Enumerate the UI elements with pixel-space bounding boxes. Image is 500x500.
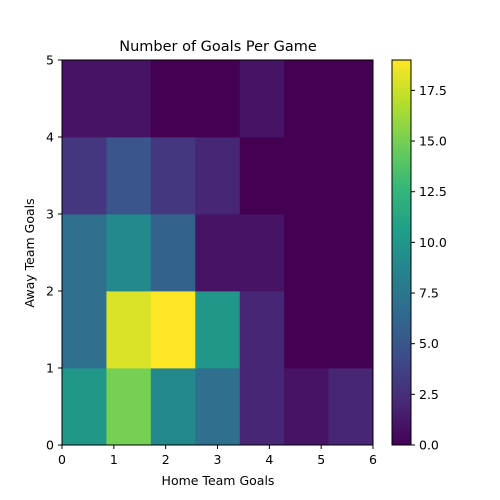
y-tick-label: 0: [46, 438, 54, 453]
heatmap-cell: [150, 368, 196, 446]
heatmap-cell: [284, 291, 329, 369]
heatmap-cell: [150, 214, 196, 292]
x-tick-label: 5: [317, 452, 325, 467]
y-tick-label: 5: [46, 53, 54, 68]
heatmap-cell: [106, 368, 152, 446]
y-tick-label: 3: [46, 207, 54, 222]
x-tick-label: 3: [214, 452, 222, 467]
heatmap-cell: [106, 60, 152, 138]
x-tick-label: 0: [58, 452, 66, 467]
heatmap-cell: [195, 60, 241, 138]
heatmap-cell: [150, 60, 196, 138]
heatmap-cell: [284, 368, 329, 446]
colorbar-tick-label: 0.0: [419, 438, 439, 453]
chart-title: Number of Goals Per Game: [119, 39, 317, 55]
heatmap-cell: [328, 137, 374, 215]
heatmap-cell: [106, 214, 152, 292]
heatmap-cell: [62, 214, 107, 292]
colorbar-tick-label: 12.5: [419, 184, 447, 199]
x-tick-label: 1: [110, 452, 118, 467]
y-tick-label: 4: [46, 130, 54, 145]
x-axis: 0 1 2 3 4 5 6: [58, 445, 377, 467]
heatmap-cell: [195, 291, 241, 369]
heatmap-cell: [328, 368, 374, 446]
colorbar-tick-label: 17.5: [419, 83, 447, 98]
colorbar-tick-label: 7.5: [419, 286, 439, 301]
colorbar-tick-label: 2.5: [419, 387, 439, 402]
colorbar-tick-label: 10.0: [419, 235, 447, 250]
heatmap-cell: [239, 368, 285, 446]
colorbar: [391, 59, 412, 446]
heatmap-cell: [239, 214, 285, 292]
heatmap-cell: [195, 214, 241, 292]
y-tick-label: 1: [46, 361, 54, 376]
x-axis-label: Home Team Goals: [162, 473, 275, 488]
heatmap-cell: [150, 137, 196, 215]
heatmap-cell: [62, 368, 107, 446]
heatmap-cell: [195, 137, 241, 215]
heatmap-cell: [284, 137, 329, 215]
heatmap-cell: [284, 60, 329, 138]
y-axis-label: Away Team Goals: [22, 198, 37, 307]
heatmap-cell: [62, 60, 107, 138]
heatmap-cell: [62, 137, 107, 215]
heatmap-cell: [106, 291, 152, 369]
x-tick-label: 2: [162, 452, 170, 467]
y-tick-label: 2: [46, 284, 54, 299]
colorbar-tick-label: 15.0: [419, 134, 447, 149]
heatmap-cell: [239, 137, 285, 215]
heatmap-cell: [328, 60, 374, 138]
heatmap-cell: [239, 291, 285, 369]
x-tick-label: 4: [265, 452, 273, 467]
heatmap-cell: [195, 368, 241, 446]
colorbar-tick-label: 5.0: [419, 336, 439, 351]
heatmap-cell: [150, 291, 196, 369]
heatmap-cell: [284, 214, 329, 292]
heatmap-cell: [328, 291, 374, 369]
heatmap-cell: [239, 60, 285, 138]
heatmap-cell: [106, 137, 152, 215]
y-axis: 0 1 2 3 4 5: [46, 53, 62, 453]
x-tick-label: 6: [369, 452, 377, 467]
heatmap-cell: [328, 214, 374, 292]
heatmap-cells: [62, 60, 374, 446]
heatmap-cell: [62, 291, 107, 369]
colorbar-axis: 0.0 2.5 5.0 7.5 10.0 12.5 15.0 17.5: [411, 83, 447, 453]
